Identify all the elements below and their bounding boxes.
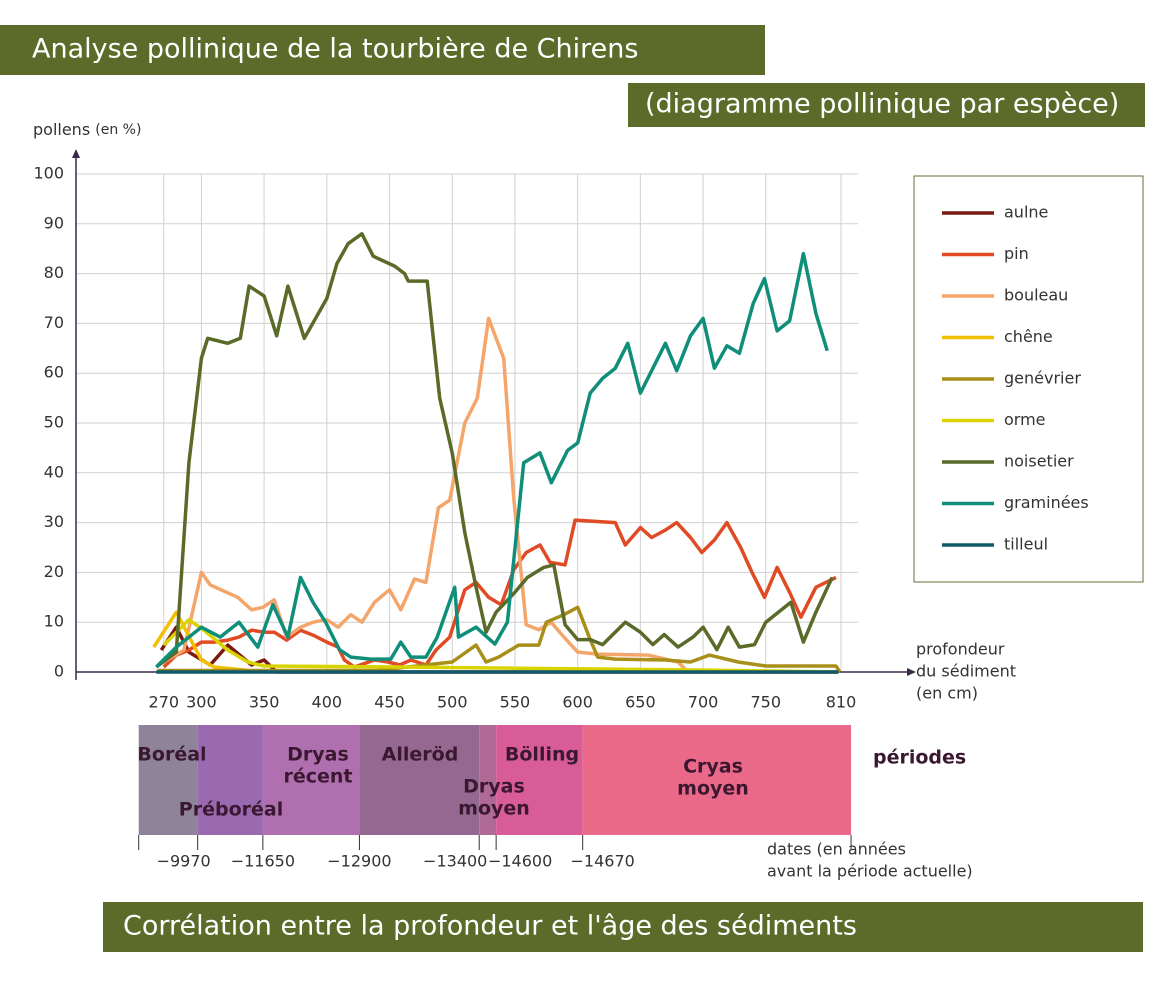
footer-title: Corrélation entre la profondeur et l'âge…	[123, 911, 857, 942]
legend-label: graminées	[1004, 493, 1089, 512]
x-axis-label: (en cm)	[916, 684, 978, 703]
y-tick-label: 0	[54, 662, 64, 681]
x-tick-label: 350	[249, 693, 280, 712]
x-axis-label: profondeur	[916, 640, 1005, 659]
legend-label: orme	[1004, 410, 1046, 429]
legend-label: aulne	[1004, 203, 1048, 222]
series-line	[159, 625, 839, 674]
x-axis-label: du sédiment	[916, 662, 1016, 681]
x-tick-label: 450	[374, 693, 405, 712]
date-label: −12900	[327, 852, 391, 871]
periods-label: périodes	[873, 747, 966, 769]
x-tick-label: 810	[826, 693, 857, 712]
y-tick-label: 40	[44, 462, 64, 481]
chart-subtitle: (diagramme pollinique par espèce)	[645, 89, 1119, 120]
series-line	[157, 605, 842, 673]
legend-label: chêne	[1004, 327, 1053, 346]
legend-label: tilleul	[1004, 535, 1048, 554]
y-label-unit: (en %)	[95, 122, 141, 138]
date-label: −14600	[488, 852, 552, 871]
legend-label: genévrier	[1004, 369, 1081, 388]
date-label: −9970	[157, 852, 211, 871]
date-label: −13400	[423, 852, 487, 871]
y-tick-label: 80	[44, 263, 64, 282]
period-band	[359, 725, 480, 835]
x-tick-label: 400	[312, 693, 343, 712]
date-label: −11650	[231, 852, 295, 871]
period-band	[479, 725, 497, 835]
period-label: Alleröd	[382, 744, 459, 766]
y-tick-label: 20	[44, 562, 64, 581]
period-band	[197, 725, 263, 835]
subtitle-banner	[628, 83, 1145, 127]
x-tick-label: 700	[688, 693, 719, 712]
x-tick-label: 300	[186, 693, 217, 712]
period-label: Bölling	[505, 744, 579, 766]
y-label-main: pollens	[33, 120, 90, 139]
dates-label: avant la période actuelle)	[767, 862, 973, 881]
y-tick-label: 90	[44, 213, 64, 232]
period-band	[262, 725, 360, 835]
date-label: −14670	[571, 852, 635, 871]
x-tick-label: 600	[562, 693, 593, 712]
series-line	[162, 316, 690, 674]
dates-label: dates (en années	[767, 840, 906, 859]
legend-box	[913, 175, 1144, 583]
period-label: Boréal	[137, 744, 206, 766]
period-band	[138, 725, 198, 835]
series-line	[162, 617, 839, 674]
legend-label: pin	[1004, 244, 1029, 263]
legend-label: bouleau	[1004, 286, 1068, 305]
period-label: Préboréal	[179, 799, 283, 821]
y-tick-label: 10	[44, 612, 64, 631]
footer-banner	[103, 902, 1143, 952]
y-tick-label: 60	[44, 363, 64, 382]
x-tick-label: 270	[149, 693, 180, 712]
period-label: moyen	[458, 798, 530, 820]
y-tick-label: 30	[44, 512, 64, 531]
period-label: Dryas	[463, 776, 525, 798]
x-tick-label: 650	[625, 693, 656, 712]
legend-label: noisetier	[1004, 452, 1074, 471]
series-line	[155, 251, 829, 669]
period-label: moyen	[677, 778, 749, 800]
title-banner	[0, 25, 765, 75]
y-axis-label: pollens (en %)	[33, 120, 141, 139]
period-band	[582, 725, 852, 835]
x-tick-label: 500	[437, 693, 468, 712]
x-tick-label: 550	[500, 693, 531, 712]
series-line	[162, 518, 837, 669]
y-tick-label: 50	[44, 413, 64, 432]
period-label: Dryas	[287, 744, 349, 766]
period-label: récent	[283, 766, 352, 788]
x-tick-label: 750	[751, 693, 782, 712]
y-tick-label: 100	[33, 164, 64, 183]
series-line	[155, 232, 834, 669]
x-axis-arrow	[907, 668, 916, 676]
period-label: Cryas	[683, 756, 743, 778]
y-axis-arrow	[72, 149, 80, 158]
chart-title: Analyse pollinique de la tourbière de Ch…	[32, 34, 638, 65]
y-tick-label: 70	[44, 313, 64, 332]
period-band	[496, 725, 583, 835]
